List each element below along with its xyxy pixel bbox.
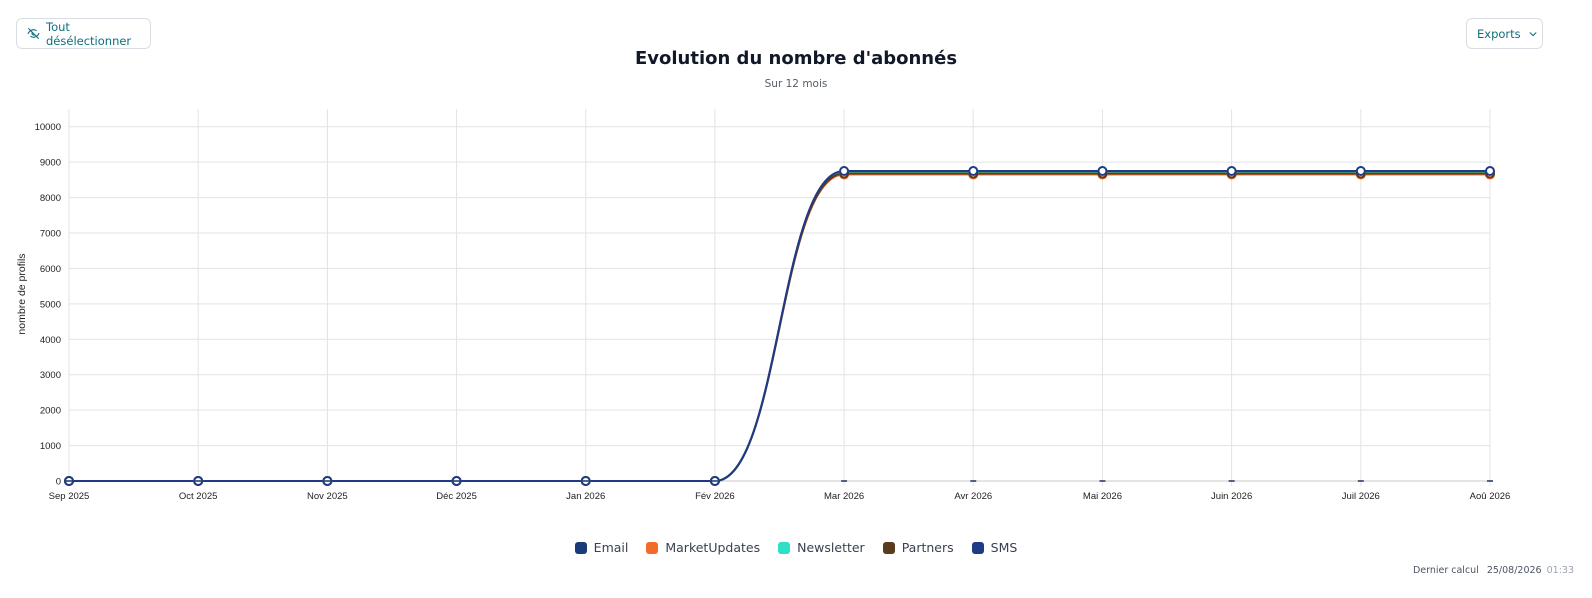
data-point-sms xyxy=(968,166,979,176)
chart-series xyxy=(64,166,1495,486)
legend-item-partners[interactable]: Partners xyxy=(882,540,954,555)
chart-axes: 0 1000 2000 3000 4000 5000 6000 7000 8000 9000 100… xyxy=(35,122,1511,502)
y-tick-label: 10000 xyxy=(35,122,61,133)
y-tick-label: 7000 xyxy=(40,229,61,240)
chart-title: Evolution du nombre d'abonnés xyxy=(634,48,958,69)
legend-item-newsletter[interactable]: Newsletter xyxy=(778,540,865,555)
deselect-all-button[interactable]: Tout désélectionner xyxy=(16,18,151,49)
x-tick-label: Fév 2026 xyxy=(695,491,735,502)
exports-button[interactable]: Exports xyxy=(1466,18,1543,49)
chart-grid xyxy=(68,109,1491,486)
x-tick-label: Mar 2026 xyxy=(824,491,864,502)
x-tick-label: Sep 2025 xyxy=(49,491,90,502)
x-tick-label: Avr 2026 xyxy=(954,491,992,502)
y-tick-label: 0 xyxy=(56,477,61,488)
x-tick-label: Aoû 2026 xyxy=(1470,491,1511,502)
legend-label: SMS xyxy=(990,540,1018,555)
series-line-sms xyxy=(69,169,1490,483)
y-tick-label: 9000 xyxy=(40,158,61,169)
chevron-down-icon xyxy=(1528,29,1538,39)
x-tick-label: Oct 2025 xyxy=(179,491,218,502)
x-tick-label: Déc 2025 xyxy=(436,491,477,502)
x-tick-label: Juil 2026 xyxy=(1342,491,1380,502)
data-point-sms xyxy=(839,166,850,176)
last-computed: Dernier calcul 25/08/2026 01:33 xyxy=(1413,565,1574,576)
legend-label: MarketUpdates xyxy=(665,540,761,555)
chart-subtitle: Sur 12 mois xyxy=(764,78,828,90)
legend-item-marketupdates[interactable]: MarketUpdates xyxy=(646,540,760,555)
line-chart: 0 1000 2000 3000 4000 5000 6000 7000 8000 9000 100… xyxy=(16,109,1511,502)
y-tick-label: 1000 xyxy=(40,441,61,452)
deselect-all-label: Tout désélectionner xyxy=(46,19,132,48)
legend-label: Partners xyxy=(901,540,954,555)
y-tick-label: 8000 xyxy=(40,193,61,204)
data-point-sms xyxy=(1226,166,1237,176)
y-tick-label: 5000 xyxy=(40,299,61,310)
data-point-sms xyxy=(1485,166,1495,176)
legend-swatch xyxy=(971,541,984,554)
legend-item-sms[interactable]: SMS xyxy=(971,540,1018,555)
y-tick-label: 4000 xyxy=(40,335,61,346)
legend-swatch xyxy=(574,541,587,554)
legend-item-email[interactable]: Email xyxy=(574,540,629,555)
legend-swatch xyxy=(882,541,895,554)
x-tick-label: Nov 2025 xyxy=(307,491,348,502)
y-tick-label: 3000 xyxy=(40,370,61,381)
legend-swatch xyxy=(646,541,659,554)
data-point-sms xyxy=(1097,166,1108,176)
legend-label: Newsletter xyxy=(797,540,865,555)
y-axis-label: nombre de profils xyxy=(16,253,28,334)
x-tick-label: Jan 2026 xyxy=(566,491,605,502)
last-computed-date: 25/08/2026 xyxy=(1486,565,1542,576)
legend-label: Email xyxy=(593,540,629,555)
data-point-sms xyxy=(1355,166,1366,176)
chart-legend: Email MarketUpdates Newsletter Partners SMS xyxy=(0,540,1592,555)
x-tick-label: Juin 2026 xyxy=(1211,491,1252,502)
legend-swatch xyxy=(778,541,791,554)
last-computed-label: Dernier calcul xyxy=(1412,565,1479,576)
last-computed-time: 01:33 xyxy=(1546,565,1574,576)
exports-label: Exports xyxy=(1477,26,1521,41)
x-tick-label: Mai 2026 xyxy=(1083,491,1122,502)
eye-off-icon xyxy=(27,27,40,40)
y-tick-label: 6000 xyxy=(40,264,61,275)
y-tick-label: 2000 xyxy=(40,406,61,417)
